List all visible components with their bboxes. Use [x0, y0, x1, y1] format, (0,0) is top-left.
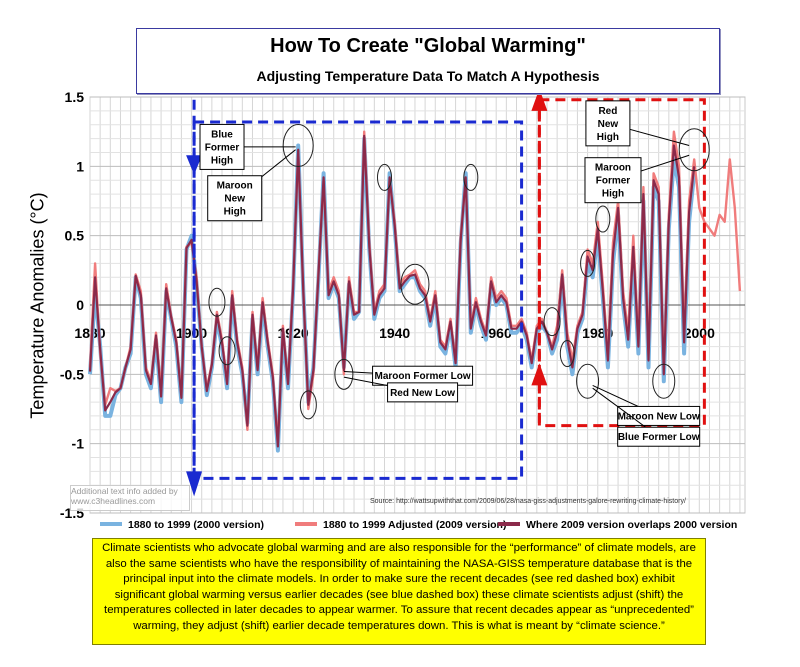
callout-text: Former [205, 142, 240, 153]
highlight-circle [559, 340, 575, 368]
x-tick-label: 1940 [379, 325, 410, 341]
highlight-circle [376, 163, 392, 191]
series-line-overlap [88, 134, 696, 448]
red-up-arrow-icon [531, 363, 548, 386]
highlight-circle [678, 128, 710, 172]
highlight-circle [282, 124, 314, 168]
callout-box [617, 405, 701, 426]
x-tick-label: 1920 [278, 325, 309, 341]
callout-box [617, 426, 701, 447]
callout-text: Maroon Former Low [375, 371, 471, 382]
highlight-circle [400, 263, 430, 305]
callout-text: Former [596, 176, 631, 187]
callout-box [585, 100, 631, 147]
callout-text: Red [598, 106, 617, 117]
highlight-circle [218, 336, 236, 366]
highlight-circle [595, 205, 611, 233]
callout-text: Blue [211, 129, 233, 140]
chart-legend: 1880 to 1999 (2000 version) 1880 to 1999 … [100, 519, 737, 530]
chart-title: How To Create "Global Warming" [270, 35, 586, 57]
blue-down-arrow-icon [186, 155, 203, 175]
callout-text: Red New Low [390, 388, 455, 399]
callout-text: High [224, 207, 246, 218]
callout-box [387, 382, 459, 403]
watermark: Additional text info added by www.c3head… [70, 485, 190, 511]
highlight-circle [580, 249, 596, 277]
y-tick-label: 0 [76, 297, 84, 313]
highlight-circle [463, 163, 479, 191]
callout-text: Maroon [217, 181, 253, 192]
y-tick-label: -1 [72, 436, 85, 452]
chart-subtitle: Adjusting Temperature Data To Match A Hy… [256, 68, 600, 84]
callout-box [199, 123, 245, 170]
callout-text: High [211, 155, 233, 166]
highlight-circle [299, 390, 317, 420]
highlight-circle [576, 363, 600, 399]
source-citation: Source: http://wattsupwiththat.com/2009/… [370, 498, 686, 505]
callout-text: High [602, 189, 624, 200]
blue-down-arrow-icon [186, 471, 203, 497]
y-tick-label: -0.5 [60, 366, 84, 382]
callout-text: High [597, 132, 619, 143]
callout-text: New [598, 119, 619, 130]
y-tick-label: 1 [76, 158, 84, 174]
legend-label: 1880 to 1999 Adjusted (2009 version) [323, 519, 506, 530]
callout-text: Blue Former Low [618, 432, 700, 443]
highlight-circle [543, 307, 561, 337]
y-axis-label: Temperature Anomalies (°C) [27, 192, 48, 419]
legend-label: Where 2009 version overlaps 2000 version [526, 519, 737, 530]
y-tick-label: 1.5 [65, 89, 85, 105]
highlight-circle [652, 363, 676, 399]
chart-annotations: Blue Former High Maroon New High Red New High Mar… [199, 100, 710, 447]
callout-text: Maroon New Low [618, 411, 700, 422]
legend-label: 1880 to 1999 (2000 version) [128, 519, 264, 530]
callout-box [584, 157, 642, 204]
red-up-arrow-icon [531, 88, 548, 111]
callout-text: New [224, 194, 245, 205]
y-tick-label: 0.5 [65, 228, 85, 244]
x-tick-label: 2000 [684, 325, 715, 341]
title-box: How To Create "Global Warming" Adjusting… [136, 28, 720, 94]
highlight-circle [208, 287, 226, 317]
explanation-note: Climate scientists who advocate global w… [92, 538, 706, 645]
highlight-circle [334, 358, 354, 390]
dashed-boxes [186, 88, 706, 497]
callout-box [207, 175, 263, 222]
callout-text: Maroon [595, 163, 631, 174]
